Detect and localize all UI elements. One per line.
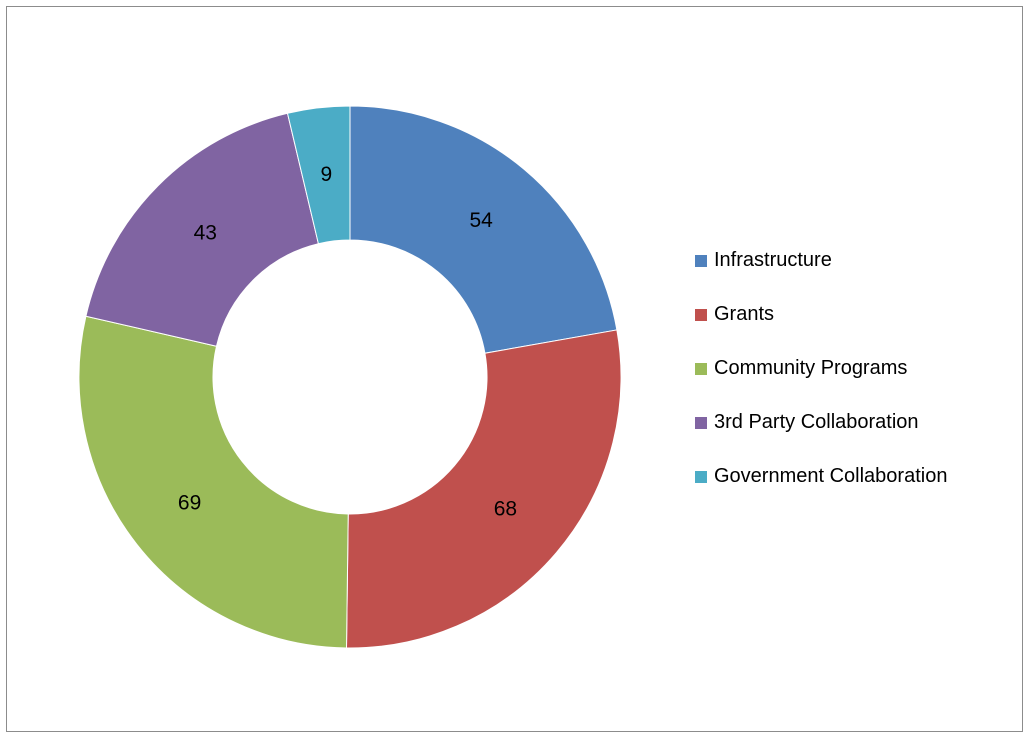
legend-label: Government Collaboration [714, 465, 948, 487]
data-label-community-programs: 69 [178, 492, 201, 515]
legend-swatch [695, 470, 707, 483]
legend-label: 3rd Party Collaboration [714, 411, 919, 433]
donut-slices [78, 105, 622, 649]
legend-label: Grants [714, 303, 775, 325]
donut-slice-3rd-party-collaboration [85, 112, 320, 347]
donut-slice-government-collaboration [286, 105, 351, 245]
chart-legend: Infrastructure Grants Community Programs… [695, 247, 947, 517]
legend-item-grants: Grants [695, 301, 947, 328]
legend-item-government-collaboration: Government Collaboration [695, 463, 947, 490]
data-label-grants: 68 [494, 498, 517, 521]
donut-data-labels: 54 68 69 43 9 [178, 163, 517, 521]
data-label-3rd-party-collaboration: 43 [194, 222, 217, 245]
legend-item-community-programs: Community Programs [695, 355, 947, 382]
legend-swatch [695, 254, 707, 267]
data-label-government-collaboration: 9 [320, 163, 332, 186]
donut-slice-community-programs [78, 315, 349, 649]
legend-swatch [695, 362, 707, 375]
donut-slice-infrastructure [349, 105, 618, 354]
legend-label: Infrastructure [714, 249, 832, 271]
legend-item-3rd-party-collaboration: 3rd Party Collaboration [695, 409, 947, 436]
donut-chart: 54 68 69 43 9 [78, 105, 622, 649]
legend-swatch [695, 308, 707, 321]
legend-swatch [695, 416, 707, 429]
chart-area: 54 68 69 43 9 Infrastructure Grants Communit… [6, 6, 1023, 732]
data-label-infrastructure: 54 [469, 209, 493, 232]
legend-item-infrastructure: Infrastructure [695, 247, 947, 274]
donut-slice-grants [345, 329, 622, 649]
legend-label: Community Programs [714, 357, 908, 379]
